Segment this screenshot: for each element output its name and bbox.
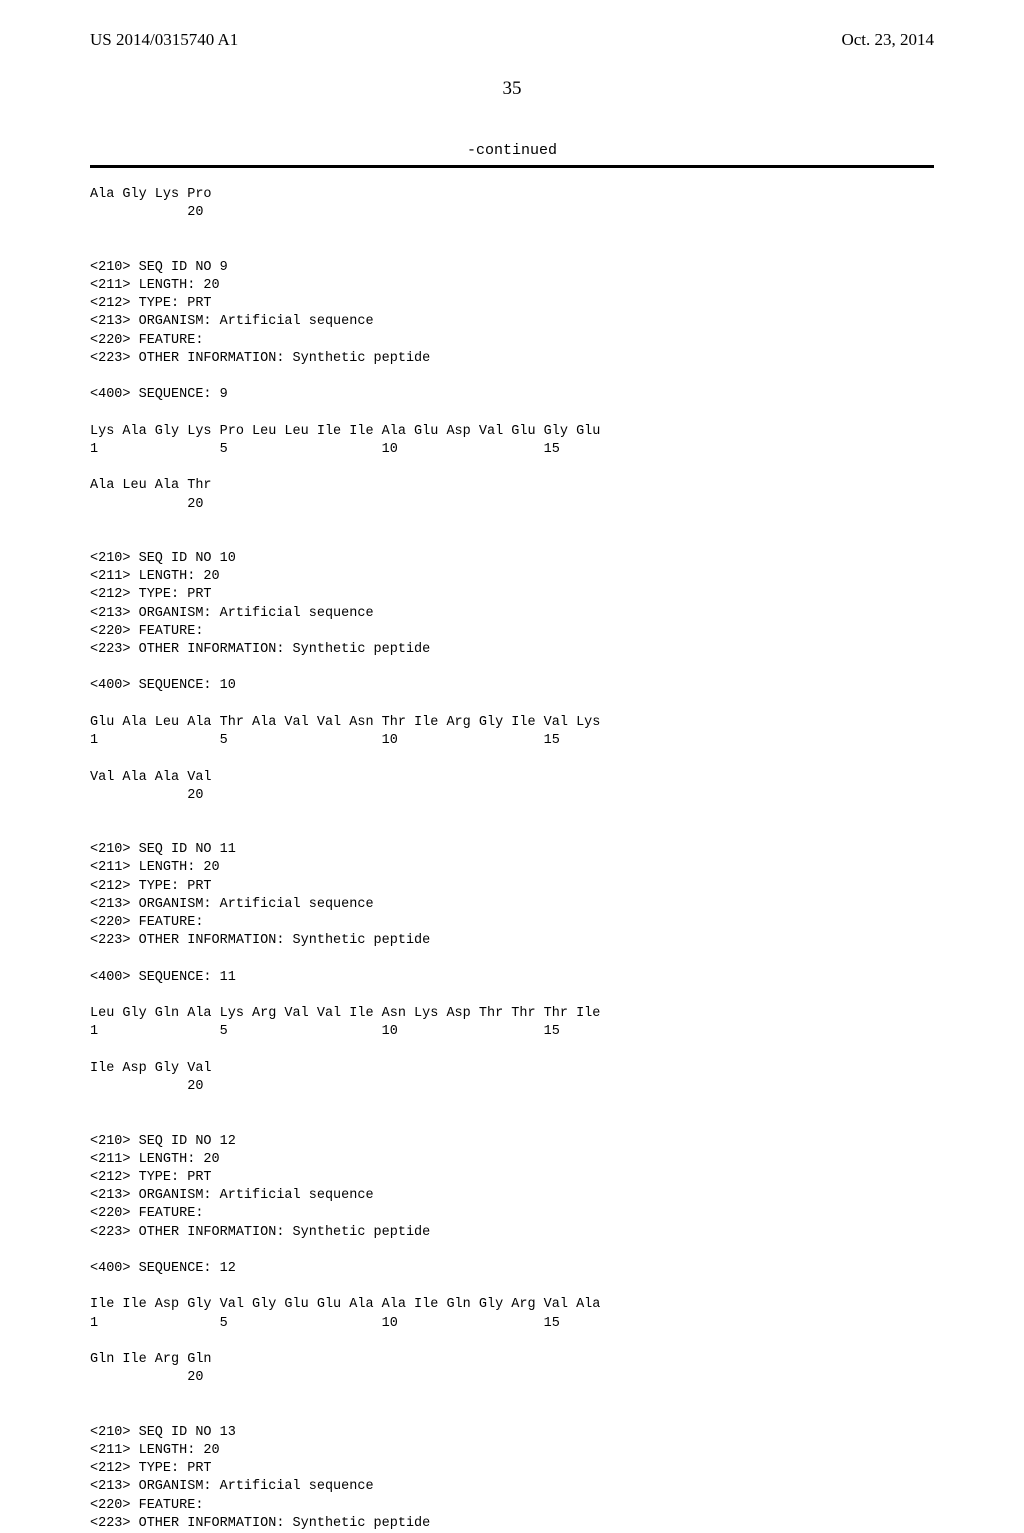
header-row: US 2014/0315740 A1 Oct. 23, 2014	[90, 30, 934, 50]
sequence-block: Ala Gly Lys Pro 20	[90, 186, 934, 222]
top-rule	[90, 165, 934, 168]
page-number: 35	[90, 78, 934, 100]
sequence-block: <210> SEQ ID NO 13 <211> LENGTH: 20 <212…	[90, 1406, 934, 1533]
sequence-block: <210> SEQ ID NO 11 <211> LENGTH: 20 <212…	[90, 823, 934, 1096]
publication-date: Oct. 23, 2014	[841, 30, 934, 50]
continued-label: -continued	[90, 142, 934, 159]
page-container: US 2014/0315740 A1 Oct. 23, 2014 35 -con…	[0, 0, 1024, 1320]
sequence-block: <210> SEQ ID NO 10 <211> LENGTH: 20 <212…	[90, 532, 934, 805]
sequence-block: <210> SEQ ID NO 12 <211> LENGTH: 20 <212…	[90, 1114, 934, 1387]
publication-number: US 2014/0315740 A1	[90, 30, 238, 50]
sequence-block: <210> SEQ ID NO 9 <211> LENGTH: 20 <212>…	[90, 240, 934, 513]
sequence-listing: Ala Gly Lys Pro 20 <210> SEQ ID NO 9 <21…	[90, 186, 934, 1533]
